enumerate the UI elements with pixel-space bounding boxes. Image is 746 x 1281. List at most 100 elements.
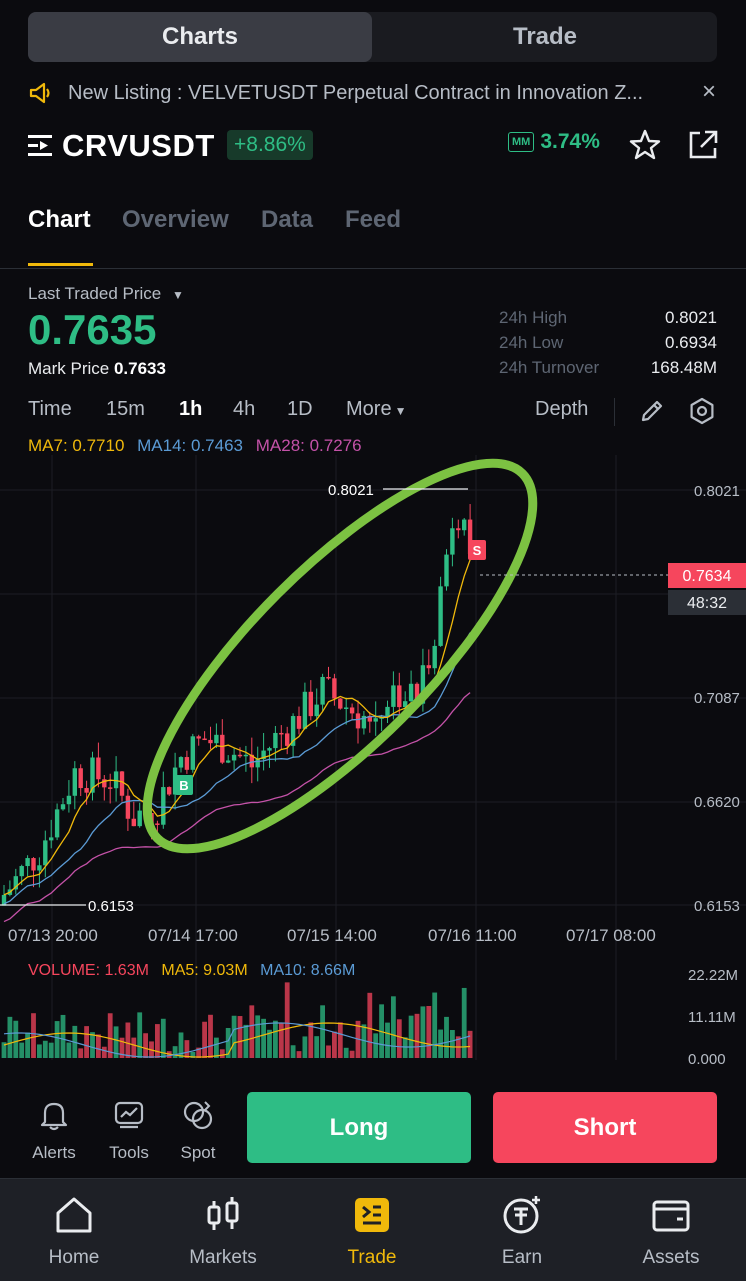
last-price: 0.7635 <box>28 306 157 353</box>
candle <box>249 754 254 768</box>
interval-4h[interactable]: 4h <box>233 398 256 420</box>
candle <box>13 876 18 890</box>
mark-price: Mark Price 0.7633 <box>28 359 166 379</box>
volume-bar <box>326 1045 331 1058</box>
nav-trade[interactable]: Trade <box>312 1193 432 1269</box>
volume-bar <box>137 1012 143 1058</box>
volume-tick-label: 0.000 <box>688 1051 726 1065</box>
candle <box>31 858 36 871</box>
volume-bar <box>444 1016 449 1058</box>
volume-ma-line <box>3 1022 471 1058</box>
symbol-header: CRVUSDT +8.86% MM 3.74% <box>28 124 718 170</box>
interval-1h[interactable]: 1h <box>179 398 203 420</box>
candlestick-icon <box>207 1197 239 1230</box>
caret-down-icon: ▼ <box>394 404 407 418</box>
candle <box>273 732 278 749</box>
candle <box>414 683 420 704</box>
nav-earn-label: Earn <box>501 1247 543 1268</box>
symbol-name[interactable]: CRVUSDT <box>62 128 215 163</box>
volume-bar <box>66 1042 72 1058</box>
tab-feed[interactable]: Feed <box>345 206 402 233</box>
nav-home[interactable]: Home <box>14 1193 134 1269</box>
volume-tick-label: 22.22M <box>688 967 738 984</box>
candle <box>403 701 408 708</box>
pencil-icon[interactable] <box>639 398 665 424</box>
candle <box>178 757 184 768</box>
volume-bar <box>219 1049 225 1058</box>
sell-marker <box>468 540 486 560</box>
volume-bar <box>178 1032 184 1058</box>
alerts-button[interactable]: Alerts <box>28 1098 80 1163</box>
spot-button[interactable]: Spot <box>176 1098 220 1163</box>
candle <box>108 787 113 789</box>
bell-icon <box>40 1102 68 1131</box>
price-chart[interactable]: 0.8021 0.6153 0.7634 48:32 B S 0.8021 0.7087 0.6… <box>0 455 746 1065</box>
candle <box>66 795 72 805</box>
margin-ratio[interactable]: MM 3.74% <box>508 130 600 154</box>
volume-bar <box>302 1036 308 1058</box>
candle <box>285 733 290 746</box>
short-button[interactable]: Short <box>493 1092 717 1163</box>
interval-15m[interactable]: 15m <box>106 398 145 420</box>
nav-trade-label: Trade <box>347 1247 397 1268</box>
candle <box>326 676 331 679</box>
active-tab-indicator <box>28 263 93 266</box>
tab-overview[interactable]: Overview <box>122 206 229 233</box>
tools-icon <box>114 1101 144 1129</box>
nav-earn[interactable]: Earn <box>462 1193 582 1269</box>
volume-bar <box>7 1016 13 1058</box>
charts-tab[interactable]: Charts <box>28 12 372 62</box>
tools-button[interactable]: Tools <box>104 1098 154 1163</box>
candle <box>1 894 7 906</box>
menu-icon[interactable] <box>28 133 56 159</box>
star-icon[interactable] <box>628 128 662 162</box>
stat-value: 0.8021 <box>665 308 717 327</box>
tab-chart[interactable]: Chart <box>28 206 91 233</box>
mm-badge: MM <box>508 132 535 152</box>
volume-bar <box>367 992 373 1058</box>
view-toggle: Charts Trade <box>28 12 717 62</box>
nav-home-label: Home <box>48 1247 100 1268</box>
volume-bar <box>225 1027 231 1058</box>
x-tick-label: 07/17 08:00 <box>566 926 656 945</box>
volume-ma5: MA5: 9.03M <box>161 962 248 979</box>
interval-more[interactable]: More ▼ <box>346 398 406 421</box>
candle <box>90 757 95 793</box>
volume-legend: VOLUME: 1.63M MA5: 9.03M MA10: 8.66M <box>28 962 355 980</box>
share-icon[interactable] <box>686 128 720 162</box>
announcement-bar[interactable]: New Listing : VELVETUSDT Perpetual Contr… <box>28 76 718 110</box>
candle <box>19 866 24 877</box>
candle <box>267 748 272 751</box>
candle <box>119 771 125 796</box>
candle <box>72 768 77 796</box>
candle <box>96 757 101 780</box>
volume-bar <box>320 1005 325 1058</box>
volume-bar <box>25 1032 30 1058</box>
candle <box>444 554 449 587</box>
candle <box>308 691 313 717</box>
depth-button[interactable]: Depth <box>535 398 589 420</box>
price-type-selector[interactable]: Last Traded Price ▼ <box>28 284 184 304</box>
long-button[interactable]: Long <box>247 1092 471 1163</box>
volume-bar <box>332 1031 337 1058</box>
volume-bar <box>273 1020 278 1058</box>
interval-1d[interactable]: 1D <box>287 398 313 420</box>
y-tick-label: 0.6153 <box>694 898 740 915</box>
volume-bar <box>78 1048 84 1058</box>
nav-assets[interactable]: Assets <box>611 1193 731 1269</box>
volume-bar <box>90 1032 95 1058</box>
stat-label: 24h Low <box>499 333 564 352</box>
trade-tab[interactable]: Trade <box>512 23 578 50</box>
interval-time[interactable]: Time <box>28 398 72 420</box>
volume-bar <box>131 1037 137 1058</box>
volume-ma-line <box>3 1022 471 1058</box>
buy-marker <box>175 775 193 795</box>
nav-markets[interactable]: Markets <box>163 1193 283 1269</box>
tab-data[interactable]: Data <box>261 206 314 233</box>
volume-bar <box>314 1036 320 1058</box>
close-icon[interactable]: × <box>701 78 716 105</box>
candle <box>125 795 131 819</box>
settings-icon[interactable] <box>688 397 716 425</box>
y-tick-label: 0.8021 <box>694 483 740 500</box>
volume-bar <box>84 1026 89 1058</box>
